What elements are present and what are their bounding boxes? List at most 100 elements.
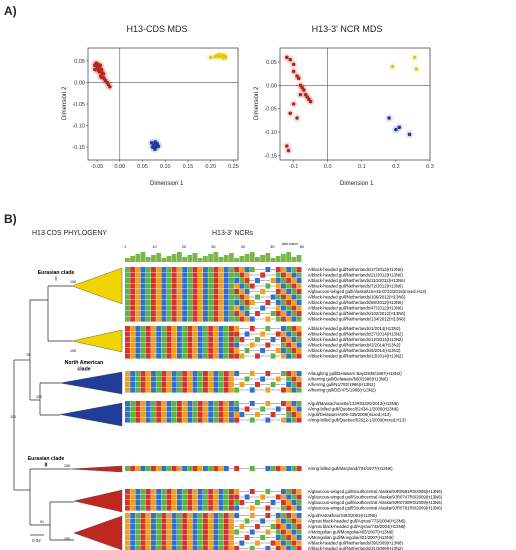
alignment-cell (223, 348, 229, 354)
strain-name: A/black-headed gull/Netherlands/1/2014(H… (308, 326, 401, 331)
alignment-cell (135, 546, 141, 550)
alignment-cell (213, 305, 219, 311)
alignment-cell (286, 294, 292, 300)
alignment-cell (218, 494, 224, 500)
alignment-cell (140, 305, 146, 311)
alignment-cell (182, 348, 188, 354)
conservation-bar (286, 252, 291, 262)
alignment-cell (125, 513, 130, 519)
conservation-bar (156, 253, 161, 262)
alignment-cell (239, 300, 245, 306)
alignment-cell (234, 348, 240, 354)
right-xlabel: Dimension 1 (340, 181, 374, 187)
alignment-cell (244, 348, 250, 354)
alignment-cell (161, 417, 167, 423)
alignment-cell (229, 382, 234, 388)
alignment-cell (192, 382, 198, 388)
alignment-cell (229, 353, 234, 359)
alignment-cell (218, 376, 224, 382)
alignment-cell (187, 272, 193, 278)
alignment-cell (213, 417, 219, 423)
alignment-cell (171, 540, 177, 546)
left-mds-title: H13-CDS MDS (126, 24, 188, 34)
alignment-cell (213, 513, 219, 519)
alignment-cell (125, 267, 130, 273)
strain-name: A/black-headed gull/Netherlands/17/2012(… (308, 267, 404, 272)
left-mds-ytick-label: -0.05 (72, 102, 85, 108)
alignment-cell (234, 342, 240, 348)
alignment-cell (161, 505, 167, 511)
alignment-cell (182, 540, 188, 546)
alignment-cell (197, 505, 203, 511)
alignment-cell (281, 331, 286, 337)
alignment-cell (218, 331, 224, 337)
alignment-cell (145, 513, 151, 519)
alignment-cell (296, 494, 302, 500)
alignment-cell (156, 406, 162, 412)
conservation-bar (265, 253, 271, 262)
alignment-cell (197, 267, 203, 273)
alignment-cell (234, 401, 240, 407)
alignment-cell (171, 278, 177, 284)
alignment-cell (213, 342, 219, 348)
alignment-cell (166, 305, 172, 311)
alignment-cell (145, 382, 151, 388)
alignment-cell (182, 505, 188, 511)
alignment-cell (197, 371, 203, 377)
left-mds-point (208, 55, 213, 60)
alignment-cell (161, 371, 167, 377)
alignment-cell (177, 500, 182, 506)
alignment-cell (213, 283, 219, 289)
alignment-cell (192, 331, 198, 337)
alignment-cell (140, 417, 146, 423)
alignment-cell (130, 311, 136, 317)
alignment-cell (156, 535, 162, 541)
alignment-cell (166, 331, 172, 337)
alignment-cell (182, 305, 188, 311)
alignment-cell (192, 546, 198, 550)
alignment-cell (145, 376, 151, 382)
alignment-cell (192, 412, 198, 418)
alignment-cell (197, 342, 203, 348)
alignment-cell (229, 494, 234, 500)
conservation-bar (151, 255, 156, 262)
alignment-cell (223, 406, 229, 412)
alignment-cell (281, 337, 286, 343)
alignment-cell (203, 466, 208, 472)
alignment-cell (187, 518, 193, 524)
alignment-cell (182, 283, 188, 289)
alignment-cell (156, 518, 162, 524)
alignment-cell (171, 546, 177, 550)
conservation-bar (213, 252, 219, 262)
left-xlabel: Dimension 1 (150, 181, 184, 187)
right-mds-xtick-label: 0.0 (324, 164, 332, 170)
alignment-cell (218, 371, 224, 377)
alignment-cell (130, 342, 136, 348)
alignment-cell (182, 300, 188, 306)
alignment-cell (161, 272, 167, 278)
alignment-cell (192, 267, 198, 273)
alignment-cell (281, 278, 286, 284)
alignment-cell (151, 540, 156, 546)
alignment-cell (140, 267, 146, 273)
alignment-cell (140, 466, 146, 472)
alignment-cell (135, 401, 141, 407)
right-mds-point (308, 99, 313, 104)
alignment-cell (229, 535, 234, 541)
alignment-cell (234, 311, 240, 317)
left-mds-ytick-label: 0.00 (74, 80, 85, 86)
conservation-bar (208, 254, 213, 262)
alignment-cell (229, 272, 234, 278)
alignment-cell (249, 371, 255, 377)
alignment-cell (135, 278, 141, 284)
alignment-cell (275, 406, 281, 412)
alignment-cell (218, 406, 224, 412)
alignment-cell (260, 272, 266, 278)
alignment-cell (265, 466, 271, 472)
alignment-cell (130, 382, 136, 388)
alignment-cell (151, 342, 156, 348)
alignment-cell (171, 342, 177, 348)
alignment-cell (177, 401, 182, 407)
alignment-cell (187, 337, 193, 343)
alignment-cell (140, 529, 146, 535)
